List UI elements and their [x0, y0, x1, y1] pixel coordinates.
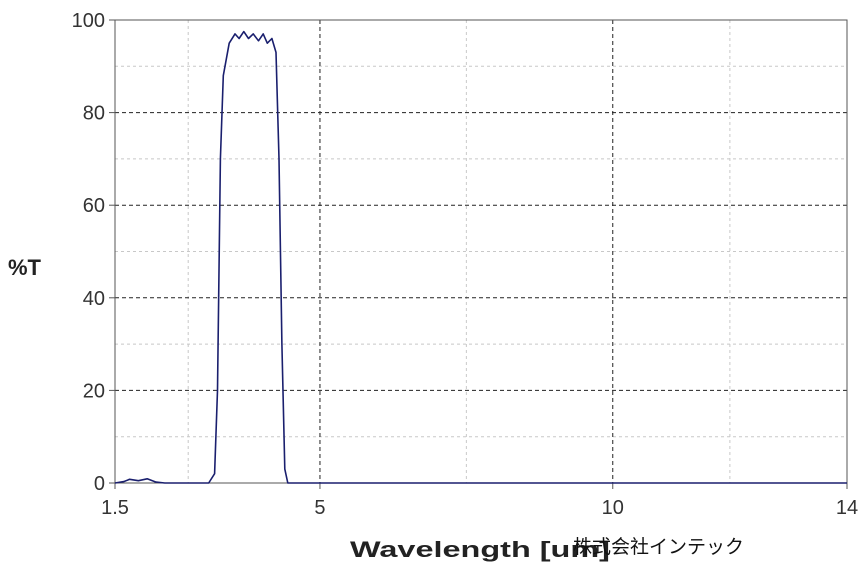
- y-tick-label: 20: [83, 380, 105, 402]
- series-layer: [114, 30, 847, 484]
- y-tick-label: 0: [94, 473, 105, 495]
- y-tick-label: 80: [83, 103, 105, 125]
- y-tick-label: 60: [83, 195, 105, 217]
- y-tick-label: 40: [83, 288, 105, 310]
- x-axis-title: Wavelength [um]: [350, 537, 610, 562]
- x-tick-label: 14: [836, 497, 858, 519]
- company-watermark: 株式会社インテック: [573, 536, 744, 558]
- x-tick-label: 1.5: [101, 497, 129, 519]
- y-tick-labels: 0 20 40 60 80 100: [72, 10, 105, 495]
- x-tick-label: 5: [314, 497, 325, 519]
- x-tick-labels: 1.5 5 10 14: [101, 497, 858, 519]
- x-tick-label: 10: [602, 497, 624, 519]
- y-axis-title: %T: [8, 255, 42, 280]
- series-line-0: [114, 30, 847, 484]
- major-grid: [109, 19, 848, 489]
- minor-grid: [115, 20, 847, 483]
- y-tick-label: 100: [72, 10, 105, 32]
